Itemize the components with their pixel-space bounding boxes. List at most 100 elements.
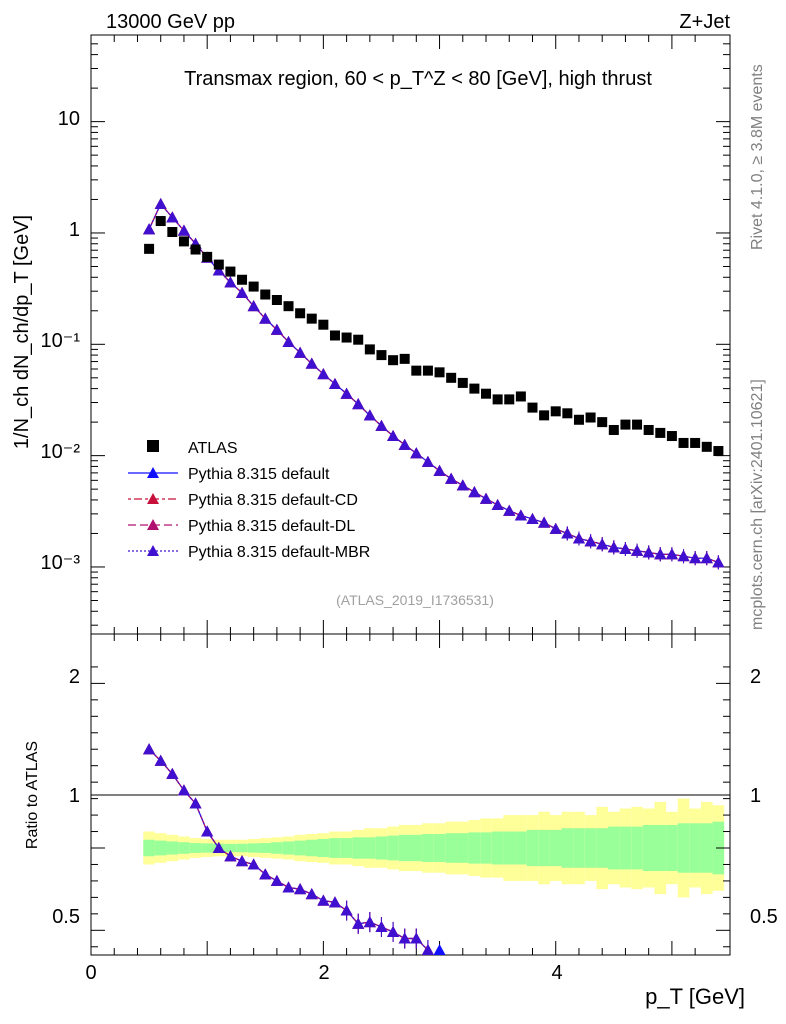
ratio-ytick-label-2-right: 2 — [750, 666, 761, 688]
mc-point — [166, 211, 179, 223]
ratio-band-inner — [549, 829, 562, 867]
mc-point — [538, 516, 551, 528]
ratio-ylabel: Ratio to ATLAS — [24, 741, 41, 849]
data-point — [248, 281, 259, 292]
mc-point — [549, 522, 562, 534]
mc-point — [212, 264, 225, 276]
ratio-band-inner — [422, 834, 434, 862]
ratio-band-inner — [445, 833, 457, 863]
legend-marker-atlas — [147, 440, 159, 452]
side-label-rivet: Rivet 4.1.0, ≥ 3.8M events — [749, 64, 766, 250]
ratio-point — [317, 894, 330, 906]
data-point — [492, 394, 503, 405]
mc-point — [387, 430, 400, 442]
data-point — [364, 344, 375, 355]
data-point — [678, 437, 689, 448]
data-point — [295, 308, 306, 319]
data-point — [666, 431, 677, 442]
data-point — [562, 408, 573, 419]
mc-point — [352, 398, 365, 410]
data-point — [597, 417, 608, 428]
mc-point — [259, 312, 272, 324]
ratio-point-edge — [433, 944, 446, 955]
ratio-point — [270, 874, 283, 886]
mc-point — [445, 472, 458, 484]
mc-point — [398, 438, 411, 450]
ratio-point — [247, 858, 260, 870]
ratio-point — [328, 896, 341, 908]
ratio-point — [363, 916, 376, 928]
ratio-series — [143, 743, 446, 956]
ratio-point — [410, 932, 423, 944]
legend-label-mbr: Pythia 8.315 default-MBR — [188, 544, 370, 561]
data-point — [318, 319, 329, 330]
ratio-point — [224, 850, 237, 862]
ratio-ytick-label-0.5-left: 0.5 — [52, 906, 80, 928]
data-point — [504, 394, 515, 405]
data-point — [388, 355, 399, 366]
mc-point — [236, 286, 249, 298]
data-point — [643, 424, 654, 435]
ratio-band-inner — [247, 843, 260, 853]
data-point — [353, 334, 364, 345]
ratio-band-inner — [259, 843, 272, 853]
data-point — [515, 391, 526, 402]
ratio-band-inner — [608, 826, 620, 870]
mc-point — [224, 276, 237, 288]
ratio-band-inner — [491, 831, 504, 865]
data-point — [376, 350, 387, 361]
data-point — [411, 365, 422, 376]
mc-point — [375, 419, 388, 431]
mc-point — [177, 224, 190, 236]
ytick-label-1: 1 — [69, 219, 80, 241]
mc-point — [631, 544, 644, 556]
ratio-point — [294, 883, 307, 895]
data-point — [701, 441, 712, 452]
ratio-point — [387, 925, 400, 937]
ratio-point — [201, 825, 214, 837]
mc-point — [491, 499, 504, 511]
data-point — [632, 419, 643, 430]
mc-point — [526, 512, 539, 524]
ratio-point — [154, 754, 167, 766]
ytick-label-0.1: 10⁻¹ — [41, 330, 81, 352]
ratio-band-inner — [433, 834, 446, 862]
data-point — [144, 243, 155, 254]
legend-marker-cd — [147, 493, 159, 504]
data-point — [539, 410, 550, 421]
ratio-band-inner — [294, 840, 306, 856]
ratio-band-inner — [166, 841, 179, 855]
ratio-band-inner — [515, 831, 527, 865]
analysis-id: (ATLAS_2019_I1736531) — [336, 592, 494, 608]
data-point — [608, 424, 619, 435]
mc-point — [282, 335, 295, 347]
ratio-band-inner — [561, 828, 574, 868]
mc-point — [514, 509, 527, 521]
ratio-band-inner — [387, 835, 399, 861]
ratio-band-inner — [631, 826, 643, 870]
ratio-band-inner — [317, 838, 330, 858]
header-right: Z+Jet — [679, 11, 730, 33]
mc-point — [689, 552, 702, 564]
mc-point — [154, 198, 167, 210]
ratio-band-inner — [700, 823, 713, 873]
ratio-band-inner — [189, 843, 202, 853]
legend: ATLAS Pythia 8.315 default Pythia 8.315 … — [128, 440, 370, 561]
plot-title: Transmax region, 60 < p_T^Z < 80 [GeV], … — [184, 68, 652, 90]
legend-marker-dl — [147, 519, 159, 530]
ratio-band-inner — [352, 837, 365, 859]
legend-label-dl: Pythia 8.315 default-DL — [188, 518, 355, 535]
data-point — [329, 330, 340, 341]
mc-point — [433, 464, 446, 476]
ratio-point — [352, 917, 365, 929]
ytick-label-10: 10 — [58, 108, 80, 130]
ratio-point — [421, 944, 434, 956]
ratio-band-inner — [329, 838, 341, 858]
ratio-band-inner — [573, 828, 585, 868]
data-point — [399, 353, 410, 364]
data-point — [573, 414, 584, 425]
ratio-band-inner — [154, 840, 167, 856]
legend-marker-default — [147, 467, 159, 478]
ratio-ytick-label-1-right: 1 — [750, 785, 761, 807]
